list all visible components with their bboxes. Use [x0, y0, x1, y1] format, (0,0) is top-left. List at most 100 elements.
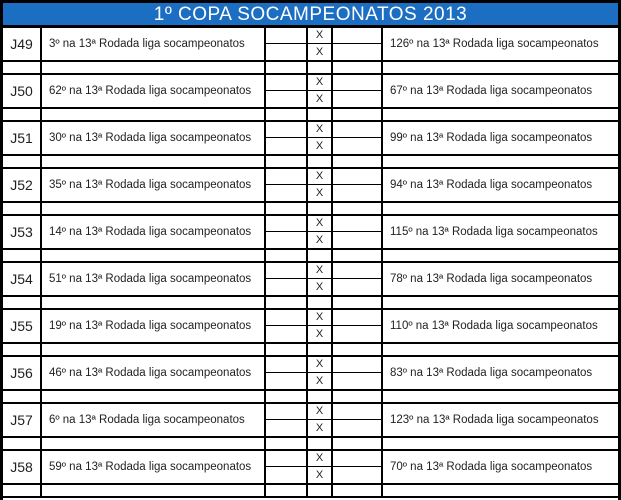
gap-cell — [266, 344, 308, 355]
match-code-cell: J50 — [3, 75, 42, 107]
gap-cell — [333, 156, 383, 167]
gap-cell — [308, 485, 333, 496]
gap-cell — [266, 232, 308, 248]
away-team-cell: 83º na 13ª Rodada liga socampeonatos — [390, 367, 593, 379]
gap-cell — [333, 91, 383, 107]
gap-cell — [266, 169, 308, 185]
gap-cell — [333, 44, 383, 60]
gap-cell — [383, 109, 618, 120]
spacer-row — [3, 156, 618, 169]
gap-cell — [42, 391, 266, 402]
table-title: 1º COPA SOCAMPEONATOS 2013 — [3, 3, 618, 28]
x-mark-bottom: X — [308, 373, 333, 389]
x-mark-bottom: X — [308, 467, 333, 483]
gap-cell — [3, 391, 42, 402]
home-team-cell: 46º na 13ª Rodada liga socampeonatos — [42, 357, 266, 389]
match-code-cell: J53 — [3, 216, 42, 248]
gap-cell — [308, 109, 333, 120]
gap-cell — [333, 185, 383, 201]
gap-cell — [3, 156, 42, 167]
gap-cell — [383, 203, 618, 214]
gap-cell — [383, 438, 618, 449]
gap-cell — [333, 420, 383, 436]
away-team-cell: 94º na 13ª Rodada liga socampeonatos — [390, 179, 593, 191]
gap-cell — [383, 391, 618, 402]
gap-cell — [383, 297, 618, 308]
gap-cell — [42, 344, 266, 355]
gap-cell — [266, 310, 308, 326]
gap-cell — [333, 216, 383, 232]
gap-cell — [383, 344, 618, 355]
x-mark-bottom: X — [308, 91, 333, 107]
gap-cell — [308, 156, 333, 167]
x-mark-top: X — [308, 216, 333, 232]
gap-cell — [266, 404, 308, 420]
gap-cell — [333, 250, 383, 261]
gap-cell — [383, 250, 618, 261]
gap-cell — [383, 62, 618, 73]
match-row: J57 6º na 13ª Rodada liga socampeonatos … — [3, 404, 618, 438]
match-row: J54 51º na 13ª Rodada liga socampeonatos… — [3, 263, 618, 297]
gap-cell — [42, 156, 266, 167]
x-mark-bottom: X — [308, 326, 333, 342]
gap-cell — [333, 203, 383, 214]
gap-cell — [266, 216, 308, 232]
gap-cell — [266, 420, 308, 436]
match-code-cell: J51 — [3, 122, 42, 154]
gap-cell — [266, 373, 308, 389]
gap-cell — [266, 122, 308, 138]
gap-cell — [42, 203, 266, 214]
gap-cell — [308, 391, 333, 402]
home-team-cell: 3º na 13ª Rodada liga socampeonatos — [42, 28, 266, 60]
gap-cell — [333, 344, 383, 355]
spacer-row — [3, 109, 618, 122]
gap-cell — [333, 373, 383, 389]
match-row: J58 59º na 13ª Rodada liga socampeonatos… — [3, 451, 618, 485]
gap-cell — [3, 344, 42, 355]
gap-cell — [3, 203, 42, 214]
match-code-cell: J58 — [3, 451, 42, 483]
spacer-row — [3, 250, 618, 263]
gap-cell — [333, 279, 383, 295]
away-team-cell: 126º na 13ª Rodada liga socampeonatos — [390, 38, 599, 50]
gap-cell — [308, 62, 333, 73]
away-team-cell: 110º na 13ª Rodada liga socampeonatos — [390, 320, 598, 332]
gap-cell — [308, 344, 333, 355]
match-code-cell: J49 — [3, 28, 42, 60]
match-row: J56 46º na 13ª Rodada liga socampeonatos… — [3, 357, 618, 391]
spacer-row — [3, 62, 618, 75]
gap-cell — [333, 109, 383, 120]
x-mark-bottom: X — [308, 138, 333, 154]
gap-cell — [266, 451, 308, 467]
gap-cell — [266, 297, 308, 308]
x-mark-top: X — [308, 404, 333, 420]
gap-cell — [308, 297, 333, 308]
match-row: J51 30º na 13ª Rodada liga socampeonatos… — [3, 122, 618, 156]
match-row: J49 3º na 13ª Rodada liga socampeonatos … — [3, 28, 618, 62]
gap-cell — [333, 326, 383, 342]
x-mark-bottom: X — [308, 232, 333, 248]
gap-cell — [266, 203, 308, 214]
match-code-cell: J54 — [3, 263, 42, 295]
spacer-row — [3, 344, 618, 357]
gap-cell — [308, 203, 333, 214]
gap-cell — [333, 391, 383, 402]
gap-cell — [333, 122, 383, 138]
gap-cell — [383, 156, 618, 167]
gap-cell — [333, 451, 383, 467]
gap-cell — [333, 404, 383, 420]
x-mark-top: X — [308, 28, 333, 44]
gap-cell — [333, 138, 383, 154]
gap-cell — [333, 438, 383, 449]
gap-cell — [266, 279, 308, 295]
gap-cell — [266, 438, 308, 449]
match-row: J50 62º na 13ª Rodada liga socampeonatos… — [3, 75, 618, 109]
gap-cell — [3, 109, 42, 120]
away-team-cell: 123º na 13ª Rodada liga socampeonatos — [390, 414, 599, 426]
gap-cell — [266, 185, 308, 201]
gap-cell — [266, 91, 308, 107]
match-code-cell: J56 — [3, 357, 42, 389]
gap-cell — [266, 250, 308, 261]
gap-cell — [266, 62, 308, 73]
